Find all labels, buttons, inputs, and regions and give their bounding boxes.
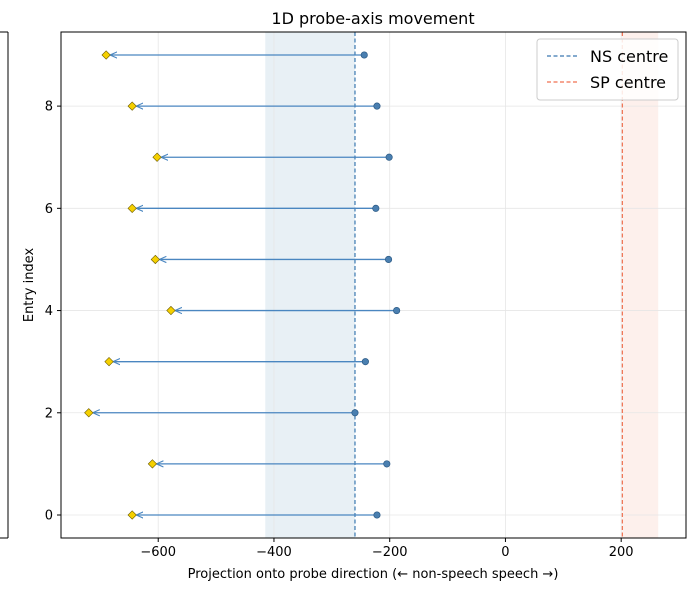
start-point <box>393 307 401 315</box>
chart-title: 1D probe-axis movement <box>271 9 474 28</box>
end-point <box>101 50 111 60</box>
x-tick-label: −200 <box>372 545 408 560</box>
end-point <box>166 305 176 316</box>
x-tick-label: −400 <box>256 545 292 560</box>
end-point <box>147 459 158 469</box>
y-tick-label: 0 <box>45 509 53 524</box>
x-axis-label: Projection onto probe direction (← non-s… <box>188 567 559 582</box>
end-point <box>150 254 160 265</box>
legend-box <box>536 38 679 101</box>
end-point <box>152 152 162 162</box>
legend: NS centre SP centre <box>536 38 679 101</box>
start-point <box>351 409 359 417</box>
legend-sp-label: SP centre <box>590 73 666 92</box>
y-tick-label: 8 <box>45 100 53 115</box>
end-point <box>84 408 94 418</box>
adjacent-panel-edge <box>0 31 9 539</box>
x-tick-label: 0 <box>501 545 509 560</box>
x-tick-label: −600 <box>140 545 176 560</box>
y-axis-label: Entry index <box>22 248 37 323</box>
sp-band <box>622 32 659 538</box>
start-point <box>385 153 393 161</box>
end-point <box>127 203 137 213</box>
y-tick-label: 2 <box>45 406 53 421</box>
legend-ns-label: NS centre <box>590 47 668 66</box>
start-point <box>373 511 381 519</box>
start-point <box>360 51 368 59</box>
y-tick-label: 6 <box>45 202 53 217</box>
start-point <box>372 204 380 212</box>
start-point <box>383 460 391 468</box>
end-point <box>127 101 137 111</box>
plot-area: −600 −400 −200 0 200 0 2 4 6 8 <box>45 31 687 560</box>
end-point <box>104 357 114 367</box>
y-tick-label: 4 <box>45 304 53 319</box>
axes-frame <box>60 31 687 539</box>
start-point <box>373 102 381 110</box>
ns-band <box>265 32 355 538</box>
x-tick-label: 200 <box>609 545 634 560</box>
end-point <box>127 510 137 520</box>
start-point <box>384 255 393 263</box>
start-point <box>361 358 369 366</box>
